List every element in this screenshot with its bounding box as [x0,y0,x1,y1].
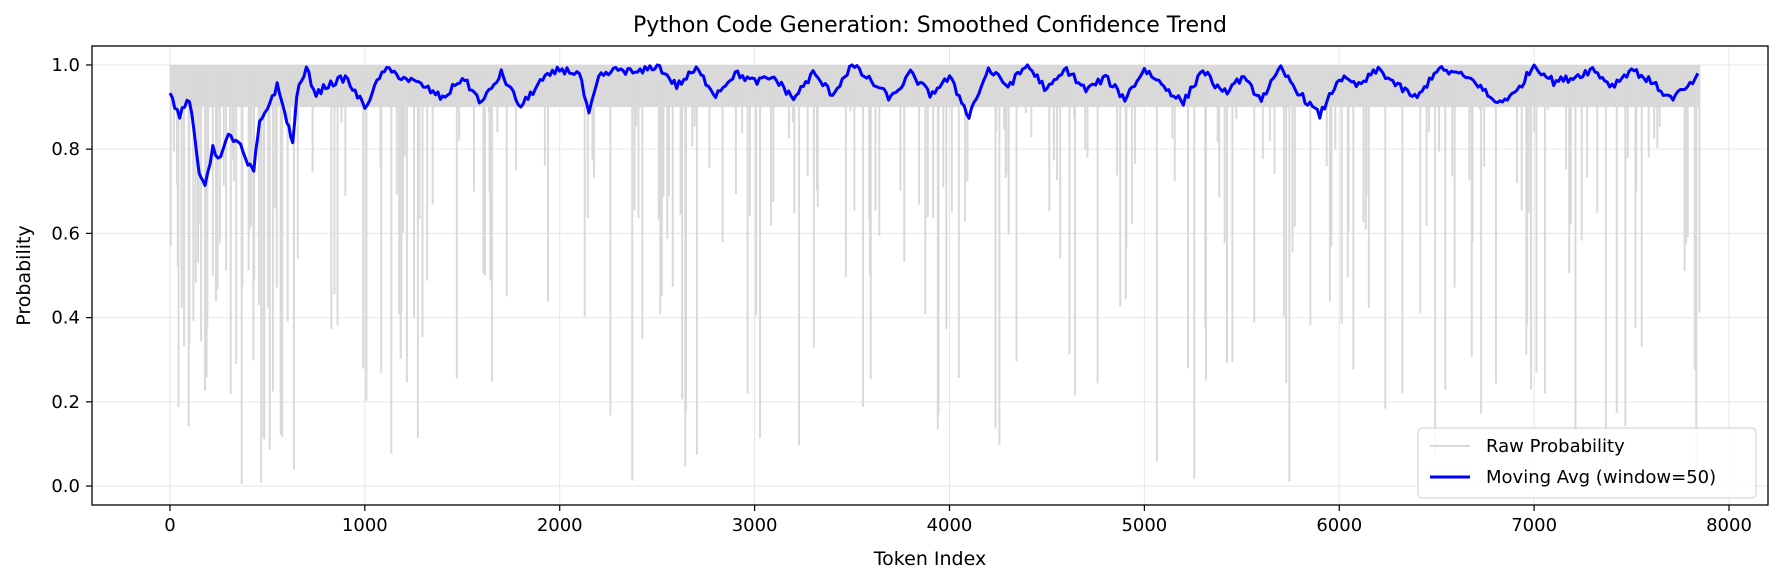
x-tick-label: 6000 [1316,515,1362,536]
x-tick-label: 7000 [1511,515,1557,536]
x-tick-label: 8000 [1706,515,1752,536]
x-tick-label: 0 [164,515,175,536]
raw-probability-series [169,64,1701,484]
y-tick-label: 0.4 [51,308,80,329]
x-tick-label: 4000 [927,515,973,536]
y-axis-ticks: 0.0 0.2 0.4 0.6 0.8 1.0 [51,55,92,497]
x-axis-label: Token Index [873,548,986,570]
legend-box [1417,427,1757,499]
y-tick-label: 0.0 [51,476,80,497]
y-tick-label: 0.6 [51,223,80,244]
x-tick-label: 3000 [732,515,778,536]
legend-avg-label: Moving Avg (window=50) [1486,467,1716,488]
moving-average-series [168,63,1700,187]
plot-frame [91,45,1769,506]
y-tick-label: 0.2 [51,392,80,413]
legend-raw-label: Raw Probability [1486,436,1625,457]
y-tick-label: 1.0 [51,55,80,76]
x-axis-ticks: 0 1000 2000 3000 4000 5000 6000 7000 8000 [164,505,1752,536]
x-tick-label: 1000 [342,515,388,536]
x-tick-label: 2000 [537,515,583,536]
x-tick-label: 5000 [1121,515,1167,536]
raw-probability-line [169,64,1701,484]
y-axis-label: Probability [13,225,35,325]
moving-average-line [168,63,1700,187]
legend: Raw Probability Moving Avg (window=50) [1417,427,1757,499]
chart-title: Python Code Generation: Smoothed Confide… [633,13,1227,38]
y-tick-label: 0.8 [51,139,80,160]
